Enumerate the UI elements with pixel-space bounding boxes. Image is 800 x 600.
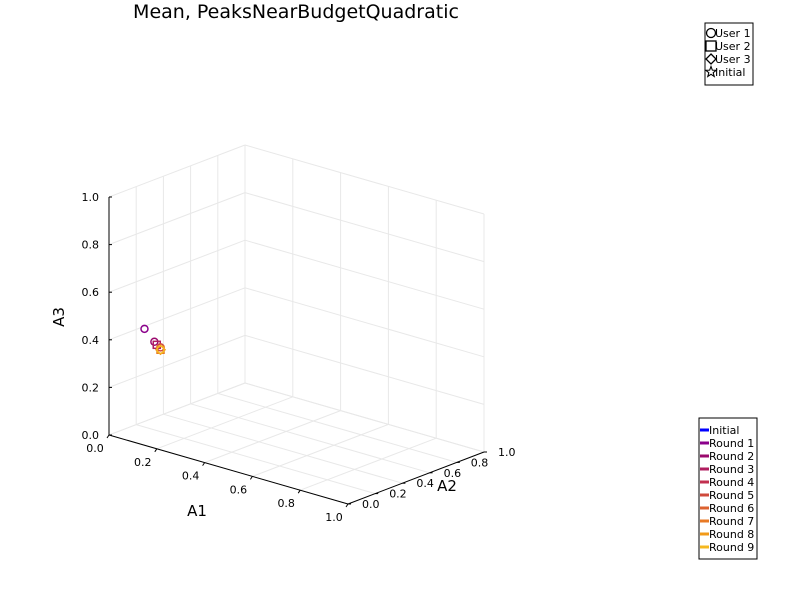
gridline [244, 239, 485, 310]
z-tick-label: 0.4 [82, 334, 100, 347]
gridline [108, 192, 246, 246]
x-tick-mark [345, 503, 349, 508]
marker-legend-label: Initial [715, 66, 745, 79]
x-axis-line [108, 434, 349, 505]
z-tick-label: 0.6 [82, 286, 100, 299]
y-tick-label: 1.0 [498, 446, 516, 459]
gridline [244, 382, 485, 453]
square-marker-icon [705, 40, 717, 52]
x-tick-label: 1.0 [325, 511, 343, 524]
y-tick-label: 0.6 [444, 467, 462, 480]
circle-marker-icon [705, 27, 717, 39]
x-tick-mark [154, 448, 158, 453]
x-tick-label: 0.8 [277, 497, 295, 510]
x-tick-mark [202, 462, 206, 466]
x-tick-label: 0.0 [86, 442, 104, 455]
marker-legend-label: User 1 [715, 27, 751, 40]
gridline [300, 437, 437, 491]
gridline [252, 423, 389, 477]
tick-labels: 0.0 0.2 0.4 0.6 0.8 1.0 0.0 0.2 0.4 0.6 0.8 1.0 0.0 0… [82, 191, 516, 524]
grid [108, 144, 485, 505]
series-legend-label: Round 8 [709, 528, 754, 541]
gridline [108, 144, 246, 198]
gridline [136, 424, 376, 495]
gridline [156, 396, 293, 450]
gridline [244, 334, 485, 405]
series-legend-label: Initial [709, 424, 739, 437]
x-tick-mark [297, 489, 301, 494]
marker-legend-label: User 2 [715, 40, 751, 53]
star-marker-icon [704, 64, 718, 78]
y-axis-label: A2 [437, 477, 457, 495]
gridline [217, 392, 457, 463]
y-tick-label: 0.4 [416, 477, 434, 490]
x-tick-label: 0.2 [134, 456, 152, 469]
chart-title: Mean, PeaksNearBudgetQuadratic [133, 1, 459, 23]
z-tick-label: 1.0 [82, 191, 100, 204]
x-tick-mark [249, 476, 253, 480]
x-tick-label: 0.6 [230, 483, 248, 496]
axes [106, 196, 487, 508]
gridline [204, 410, 341, 464]
series-legend-label: Round 9 [709, 541, 754, 554]
series-legend-label: Round 3 [709, 463, 754, 476]
gridline [163, 413, 403, 484]
series-legend-label: Round 1 [709, 437, 754, 450]
series-legend-label: Round 6 [709, 502, 754, 515]
y-axis-line [347, 451, 485, 505]
diamond-marker-icon [705, 53, 717, 65]
z-tick-label: 0.8 [82, 239, 100, 252]
marker-legend-label: User 3 [715, 53, 751, 66]
gridline [190, 403, 430, 474]
series-legend-label: Round 2 [709, 450, 754, 463]
x-tick-mark [106, 434, 110, 439]
x-axis-label: A1 [187, 502, 207, 520]
gridline [244, 144, 485, 215]
gridline [108, 334, 246, 388]
series-legend-label: Round 5 [709, 489, 754, 502]
gridline [244, 192, 485, 263]
data-points [140, 324, 167, 356]
gridline [108, 239, 246, 293]
marker-legend-box [704, 22, 754, 86]
data-point-circle [140, 324, 149, 334]
y-tick-label: 0.8 [471, 456, 489, 469]
gridline [108, 287, 246, 341]
y-tick-label: 0.2 [389, 488, 407, 501]
gridline [108, 382, 246, 436]
series-legend-label: Round 7 [709, 515, 754, 528]
x-tick-label: 0.4 [182, 470, 200, 483]
series-legend-label: Round 4 [709, 476, 754, 489]
y-tick-label: 0.0 [362, 498, 380, 511]
z-axis-label: A3 [50, 307, 68, 327]
gridline [244, 287, 485, 358]
z-tick-label: 0.2 [82, 381, 100, 394]
z-tick-label: 0.0 [82, 429, 100, 442]
data-point-circle [156, 345, 165, 354]
